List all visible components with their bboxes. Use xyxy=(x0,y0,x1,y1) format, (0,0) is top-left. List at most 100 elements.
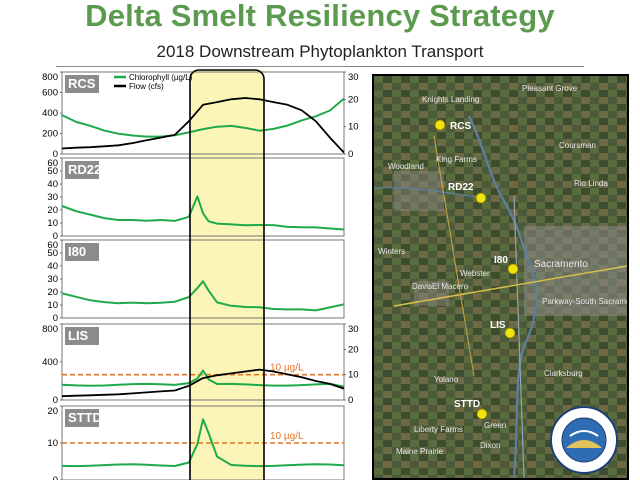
map-label-rio-linda: Rio Linda xyxy=(574,179,608,188)
map-label-parkway: Parkway-South Sacramento xyxy=(542,297,627,306)
y-tick-label-left: 800 xyxy=(42,324,58,335)
page-title: Delta Smelt Resiliency Strategy xyxy=(85,0,555,33)
y-tick-label-left: 10 xyxy=(47,218,58,229)
map-label-green: Green xyxy=(484,421,506,430)
y-tick-label-left: 400 xyxy=(42,108,58,119)
site-marker-rcs xyxy=(434,119,446,131)
flow-series-line xyxy=(61,97,345,154)
highway-113 xyxy=(433,135,475,377)
y-tick-label-right: 0 xyxy=(348,395,353,406)
delta-map: Pleasant Grove Knights Landing Coursman … xyxy=(372,74,629,480)
y-tick-label-left: 0 xyxy=(53,149,58,160)
y-tick-label-right: 20 xyxy=(348,344,359,355)
station-badge xyxy=(65,243,99,261)
site-marker-rd22 xyxy=(475,192,487,204)
site-label-sttd: STTD xyxy=(454,399,480,410)
dwr-seal xyxy=(550,406,618,474)
map-label-liberty-farms: Liberty Farms xyxy=(414,425,463,434)
y-tick-label-left: 0 xyxy=(53,395,58,406)
station-label: I80 xyxy=(68,244,86,259)
y-tick-label-left: 10 xyxy=(47,438,58,449)
y-tick-label-left: 30 xyxy=(47,274,58,285)
site-marker-lis xyxy=(504,327,516,339)
y-tick-label-left: 50 xyxy=(47,248,58,259)
station-label: LIS xyxy=(68,328,89,343)
y-tick-label-left: 20 xyxy=(47,406,58,417)
y-tick-label-right: 20 xyxy=(348,94,359,105)
y-tick-label-left: 20 xyxy=(47,205,58,216)
y-tick-label-left: 50 xyxy=(47,166,58,177)
title-divider xyxy=(56,66,584,67)
y-tick-label-left: 60 xyxy=(47,158,58,169)
map-label-king-farms: King Farms xyxy=(436,155,477,164)
y-tick-label-left: 0 xyxy=(53,313,58,324)
y-tick-label-left: 600 xyxy=(42,88,58,99)
map-label-woodland: Woodland xyxy=(388,162,424,171)
y-tick-label-right: 0 xyxy=(348,149,353,160)
page-subtitle: 2018 Downstream Phytoplankton Transport xyxy=(156,42,484,61)
y-tick-label-left: 400 xyxy=(42,357,58,368)
legend-entry: Flow (cfs) xyxy=(129,82,164,91)
site-label-i80: I80 xyxy=(494,255,508,266)
station-label: RCS xyxy=(68,76,96,91)
station-badge xyxy=(65,327,99,345)
sacramento-river xyxy=(468,115,538,478)
yolo-bypass-levee xyxy=(513,195,525,478)
map-label-maine-prairie: Maine Prairie xyxy=(396,447,444,456)
y-tick-label-left: 200 xyxy=(42,129,58,140)
y-tick-label-left: 10 xyxy=(47,300,58,311)
y-tick-label-left: 0 xyxy=(53,475,58,480)
station-badge xyxy=(65,75,99,93)
chlorophyll-series-line xyxy=(61,195,345,231)
map-label-dixon: Dixon xyxy=(480,441,500,450)
y-tick-label-left: 60 xyxy=(47,240,58,251)
map-label-webster: Webster xyxy=(460,269,490,278)
timeseries-panels: RCS 800 600 400 200 0 30 20 10 0 Chlorophyll (µg/L… xyxy=(0,68,372,485)
interstate-80 xyxy=(393,265,627,307)
station-badge xyxy=(65,161,99,179)
y-tick-label-left: 800 xyxy=(42,72,58,83)
legend-entry: Chlorophyll (µg/L) xyxy=(129,73,193,82)
station-label: RD22 xyxy=(68,162,101,177)
station-badge xyxy=(65,409,99,427)
chlorophyll-series-line xyxy=(61,418,345,468)
map-label-winters: Winters xyxy=(378,247,405,256)
chlorophyll-series-line xyxy=(61,280,345,312)
map-label-coursman: Coursman xyxy=(559,141,596,150)
y-tick-label-left: 0 xyxy=(53,231,58,242)
station-label: STTD xyxy=(68,410,102,425)
site-label-rcs: RCS xyxy=(450,121,471,132)
y-tick-label-right: 30 xyxy=(348,324,359,335)
panel-lis: LIS 800 400 0 30 20 10 0 10 µg/L xyxy=(42,323,359,406)
panel-sttd: STTD 20 10 0 10 µg/L xyxy=(47,405,345,485)
cache-creek xyxy=(374,187,485,199)
y-tick-label-right: 10 xyxy=(348,370,359,381)
event-window-highlight xyxy=(190,70,264,480)
map-label-clarksburg: Clarksburg xyxy=(544,369,583,378)
map-label-pleasant-grove: Pleasant Grove xyxy=(522,84,578,93)
y-tick-label-right: 10 xyxy=(348,122,359,133)
y-tick-label-right: 30 xyxy=(348,72,359,83)
site-marker-sttd xyxy=(476,408,488,420)
map-label-knights-landing: Knights Landing xyxy=(422,95,479,104)
map-label-yolano: Yolano xyxy=(434,375,459,384)
site-label-rd22: RD22 xyxy=(448,182,474,193)
chlorophyll-series-line xyxy=(61,369,345,388)
map-label-el-macero: El Macero xyxy=(432,282,469,291)
map-label-sacramento: Sacramento xyxy=(534,259,588,270)
y-tick-label-left: 40 xyxy=(47,179,58,190)
y-tick-label-left: 20 xyxy=(47,287,58,298)
y-tick-label-left: 30 xyxy=(47,192,58,203)
y-tick-label-left: 40 xyxy=(47,261,58,272)
satellite-map: Pleasant Grove Knights Landing Coursman … xyxy=(374,76,627,478)
event-window-outline xyxy=(189,69,265,485)
panel-rcs: RCS 800 600 400 200 0 30 20 10 0 Chlorophyll (µg/L… xyxy=(42,71,359,160)
site-label-lis: LIS xyxy=(490,320,506,331)
sacramento-urban-area xyxy=(524,226,627,316)
chlorophyll-series-line xyxy=(61,97,345,138)
flow-series-line xyxy=(61,368,345,398)
reference-label: 10 µg/L xyxy=(270,431,304,442)
